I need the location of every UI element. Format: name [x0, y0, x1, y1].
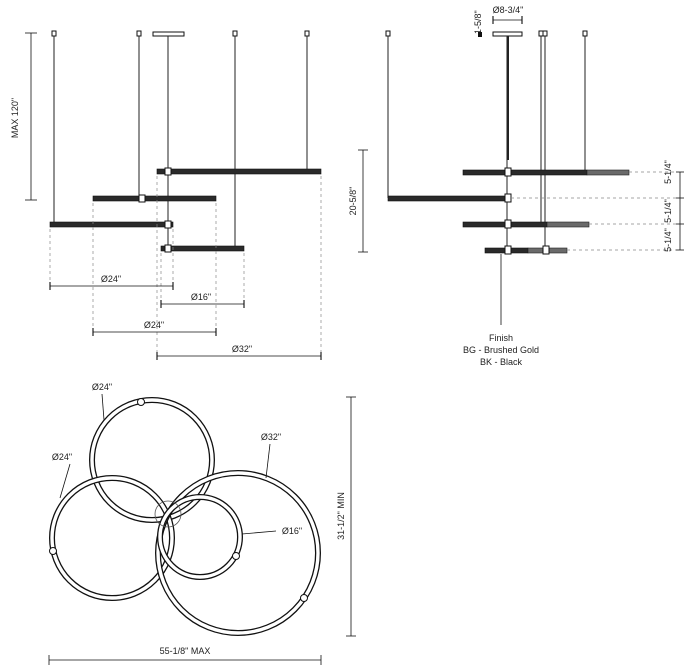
ring-profile-24a — [49, 221, 174, 228]
finish-option-bg: BG - Brushed Gold — [463, 345, 539, 355]
ring-profile-32 — [156, 168, 322, 175]
ring-small-16 — [157, 494, 243, 580]
canopy — [304, 30, 310, 37]
dimension-label: Ø24" — [144, 320, 164, 330]
bar-connector — [164, 167, 172, 176]
canopy — [51, 30, 57, 37]
dimension-ring-b: Ø24" — [92, 320, 217, 336]
side-view: Ø8-3/4" 1-5/8" — [348, 5, 684, 367]
ring-joint — [232, 552, 240, 560]
finish-title: Finish — [489, 333, 513, 343]
bar-connector — [504, 219, 512, 229]
bar-connector — [164, 244, 172, 253]
dimension-ring-c: Ø32" — [156, 344, 322, 360]
bar-connector — [504, 245, 512, 255]
canopy — [538, 30, 544, 37]
canopy-height-label: 1-5/8" — [473, 10, 483, 34]
canopy-width-dimension: Ø8-3/4" — [492, 5, 524, 24]
dimension-label: Ø24" — [101, 274, 121, 284]
canopy-width-label: Ø8-3/4" — [493, 5, 524, 15]
ring-profile — [586, 169, 630, 176]
min-depth-label: 31-1/2" MIN — [336, 492, 346, 540]
max-height-label: MAX 120" — [10, 98, 20, 138]
label-ring-left: Ø24" — [52, 452, 72, 462]
max-height-dimension: MAX 120" — [10, 32, 37, 201]
bar-connector — [542, 245, 550, 255]
center-hub — [154, 500, 182, 528]
max-width-label: 55-1/8" MAX — [160, 646, 211, 656]
label-ring-top: Ø24" — [92, 382, 112, 392]
overall-height-dimension: 20-5/8" — [348, 149, 368, 253]
spacing-dimension: 5-1/4" 5-1/4" 5-1/4" — [663, 160, 684, 252]
canopy — [385, 30, 391, 37]
canopy — [582, 30, 588, 37]
finish-option-bk: BK - Black — [480, 357, 523, 367]
bar-connector — [138, 194, 146, 203]
canopy — [152, 31, 185, 37]
ring-joint — [49, 547, 57, 555]
dimension-ring-a: Ø24" — [49, 274, 174, 290]
ring-big-32 — [155, 470, 321, 636]
spacing-label-3: 5-1/4" — [663, 228, 673, 252]
canopy — [136, 30, 142, 37]
label-ring-small: Ø16" — [282, 526, 302, 536]
canopy — [492, 31, 523, 37]
bar-connector — [164, 220, 172, 229]
ring-joint — [300, 594, 308, 602]
dimension-label: Ø16" — [191, 292, 211, 302]
ring-profile — [387, 195, 512, 202]
front-view: MAX 120" Ø24" — [10, 30, 322, 360]
top-view: Ø24" Ø24" Ø32" Ø16" 31-1/2" MIN 55-1/8" … — [48, 382, 356, 665]
dimension-ring-d: Ø16" — [160, 292, 245, 308]
spacing-label-1: 5-1/4" — [663, 160, 673, 184]
label-ring-big: Ø32" — [261, 432, 281, 442]
ring-top-24 — [89, 397, 215, 523]
max-width-dimension: 55-1/8" MAX — [48, 646, 322, 665]
min-depth-dimension: 31-1/2" MIN — [336, 396, 356, 637]
spacing-label-2: 5-1/4" — [663, 199, 673, 223]
ring-joint — [137, 398, 145, 406]
dimension-label: Ø32" — [232, 344, 252, 354]
ring-profile-24b — [92, 195, 217, 202]
canopy — [542, 30, 548, 37]
canopy-height-marker — [478, 32, 482, 37]
ring-profile — [546, 221, 590, 228]
canopy — [232, 30, 238, 37]
bar-connector — [504, 193, 512, 203]
canopy-height-dimension: 1-5/8" — [473, 10, 483, 37]
ring-left-24 — [49, 475, 175, 601]
ring-profile-16 — [160, 245, 245, 252]
overall-height-label: 20-5/8" — [348, 187, 358, 216]
bar-connector — [504, 167, 512, 177]
ring-profile — [462, 169, 588, 176]
